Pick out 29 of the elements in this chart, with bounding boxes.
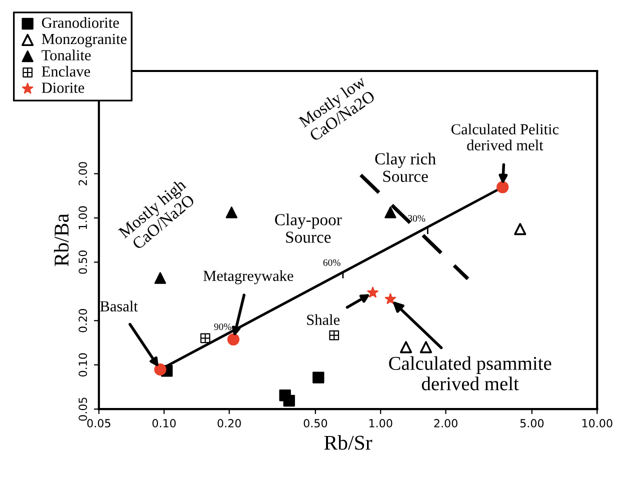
x-tick-label: 0.20 <box>218 419 241 428</box>
annotation: Metagreywake <box>203 270 294 284</box>
x-tick-label: 0.50 <box>304 419 328 428</box>
y-tick-label: 0.50 <box>78 250 88 274</box>
legend-label: Granodiorite <box>42 17 119 28</box>
legend-label: Diorite <box>42 82 84 93</box>
x-tick-label: 0.10 <box>152 419 176 428</box>
y-axis-title: Rb/Ba <box>54 214 69 266</box>
legend-label: Monzogranite <box>42 34 127 48</box>
y-tick-label: 1.00 <box>78 206 88 230</box>
annotation: Calculated Pelitic derived melt <box>451 124 559 150</box>
x-tick-label: 2.00 <box>434 419 458 428</box>
annotation: Clay rich Source <box>375 152 436 182</box>
x-tick-label: 1.00 <box>369 419 392 428</box>
annotation: Basalt <box>100 300 138 312</box>
annotation: 90% <box>214 324 232 330</box>
x-tick-label: 0.05 <box>87 419 110 428</box>
annotation: Shale <box>307 314 340 326</box>
y-tick-label: 2.00 <box>78 162 88 186</box>
legend-label: Enclave <box>42 66 90 77</box>
annotation: 60% <box>323 259 340 266</box>
annotation: Clay-poor Source <box>275 214 342 243</box>
x-axis-title: Rb/Sr <box>324 435 372 450</box>
annotation: Calculated psammite derived melt <box>389 356 552 390</box>
x-tick-label: 5.00 <box>520 419 544 428</box>
y-tick-label: 0.10 <box>78 353 88 377</box>
x-tick-label: 10.00 <box>582 419 612 428</box>
legend-label: Tonalite <box>42 50 91 60</box>
y-tick-label: 0.20 <box>78 309 88 332</box>
